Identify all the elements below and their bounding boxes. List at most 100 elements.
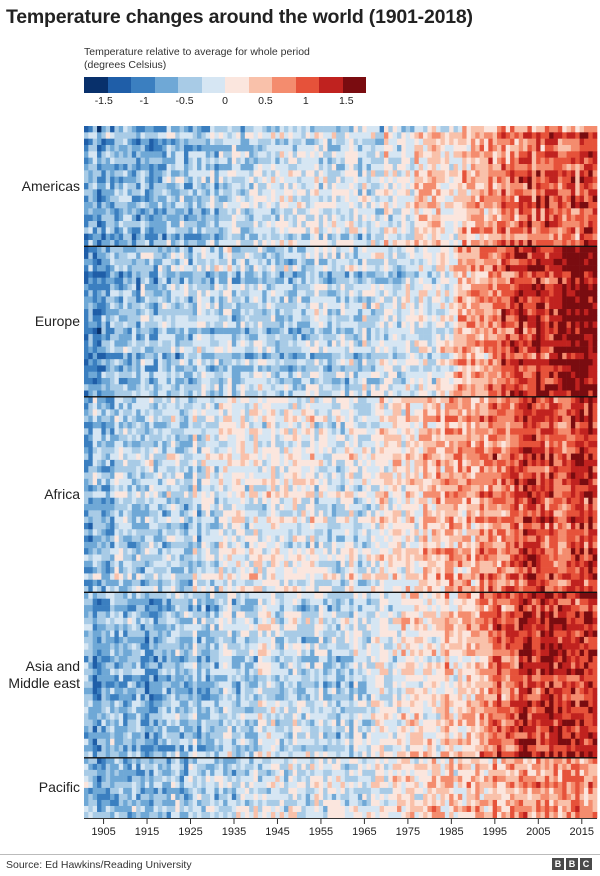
heatmap-cell <box>288 283 293 291</box>
heatmap-cell <box>523 138 528 146</box>
heatmap-cell <box>231 309 237 316</box>
heatmap-cell <box>553 371 559 379</box>
heatmap-cell <box>479 258 485 266</box>
heatmap-cell <box>583 151 589 158</box>
heatmap-cell <box>249 327 254 335</box>
heatmap-cell <box>340 258 346 266</box>
heatmap-cell <box>418 359 424 366</box>
heatmap-cell <box>157 240 163 247</box>
heatmap-cell <box>118 176 124 184</box>
heatmap-cell <box>449 183 454 190</box>
heatmap-cell <box>288 221 293 228</box>
heatmap-cell <box>449 371 454 379</box>
heatmap-cell <box>431 170 437 177</box>
heatmap-cell <box>523 221 528 228</box>
heatmap-cell <box>427 252 433 260</box>
heatmap-cell <box>288 233 293 241</box>
heatmap-cell <box>288 252 293 260</box>
heatmap-cell <box>292 132 298 139</box>
heatmap-cell <box>392 371 398 379</box>
heatmap-cell <box>101 157 107 165</box>
heatmap-cell <box>188 221 193 228</box>
heatmap-cell <box>510 340 515 347</box>
heatmap-cell <box>153 157 159 165</box>
heatmap-cell <box>370 138 376 146</box>
heatmap-cell <box>175 302 180 310</box>
heatmap-cell <box>366 208 372 215</box>
heatmap-cell <box>157 246 163 253</box>
heatmap-cell <box>227 189 233 196</box>
heatmap-cell <box>544 283 550 291</box>
heatmap-cell <box>131 377 137 385</box>
heatmap-cell <box>288 240 293 247</box>
heatmap-cell <box>440 271 446 278</box>
heatmap-cell <box>588 138 593 146</box>
heatmap-cell <box>279 302 285 310</box>
heatmap-cell <box>570 151 576 158</box>
heatmap-cell <box>244 138 250 146</box>
heatmap-cell <box>353 176 359 184</box>
heatmap-cell <box>266 296 272 304</box>
heatmap-cell <box>592 164 598 171</box>
heatmap-cell <box>244 157 250 165</box>
heatmap-cell <box>340 233 346 241</box>
heatmap-cell <box>157 290 163 297</box>
heatmap-cell <box>179 138 185 146</box>
heatmap-cell <box>310 365 315 373</box>
heatmap-cell <box>470 176 476 184</box>
heatmap-cell <box>588 277 593 285</box>
heatmap-cell <box>157 176 163 184</box>
heatmap-cell <box>388 340 393 347</box>
heatmap-cell <box>523 240 528 247</box>
heatmap-cell <box>310 214 315 222</box>
heatmap-cell <box>505 258 511 266</box>
heatmap-cell <box>97 227 102 234</box>
heatmap-cell <box>392 334 398 341</box>
heatmap-cell <box>292 221 298 228</box>
heatmap-cell <box>540 365 546 373</box>
heatmap-cell <box>283 145 289 152</box>
heatmap-cell <box>397 265 402 272</box>
heatmap-cell <box>223 164 228 171</box>
heatmap-cell <box>131 365 137 373</box>
heatmap-cell <box>449 164 454 171</box>
heatmap-cell <box>410 352 415 360</box>
heatmap-cell <box>318 283 324 291</box>
heatmap-cell <box>240 227 246 234</box>
heatmap-cell <box>175 346 180 354</box>
heatmap-cell <box>262 258 267 266</box>
heatmap-cell <box>131 302 137 310</box>
heatmap-cell <box>518 321 524 329</box>
heatmap-cell <box>523 327 528 335</box>
heatmap-cell <box>118 252 124 260</box>
heatmap-cell <box>536 208 541 215</box>
heatmap-cell <box>370 315 376 322</box>
heatmap-cell <box>462 327 467 335</box>
heatmap-cell <box>505 138 511 146</box>
heatmap-cell <box>249 208 254 215</box>
heatmap-cell <box>531 346 537 354</box>
heatmap-cell <box>501 377 507 385</box>
heatmap-cell <box>266 145 272 152</box>
heatmap-cell <box>118 283 124 291</box>
heatmap-cell <box>236 246 241 253</box>
heatmap-cell <box>88 145 93 152</box>
heatmap-cell <box>388 240 393 247</box>
heatmap-cell <box>310 309 315 316</box>
heatmap-cell <box>227 258 233 266</box>
heatmap-cell <box>462 170 467 177</box>
heatmap-cell <box>223 340 228 347</box>
heatmap-cell <box>266 214 272 222</box>
heatmap-cell <box>157 365 163 373</box>
heatmap-cell <box>505 195 511 203</box>
heatmap-cell <box>388 296 393 304</box>
heatmap-cell <box>118 132 124 139</box>
heatmap-cell <box>418 309 424 316</box>
heatmap-cell <box>266 365 272 373</box>
heatmap-cell <box>444 290 450 297</box>
heatmap-cell <box>331 202 337 209</box>
heatmap-cell <box>514 321 520 329</box>
heatmap-cell <box>331 132 337 139</box>
heatmap-cell <box>188 277 193 285</box>
heatmap-cell <box>523 334 528 341</box>
